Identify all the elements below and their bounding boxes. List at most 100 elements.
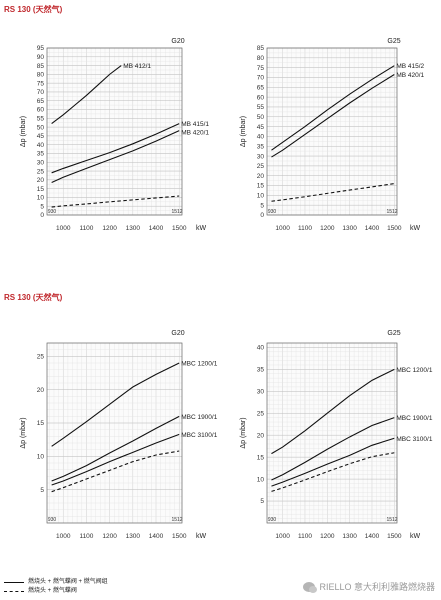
y-tick-label: 50 xyxy=(37,124,45,131)
series-label: MBC 1200/1 xyxy=(396,367,433,374)
series-line xyxy=(271,368,395,455)
series-label: MBC 3100/1 xyxy=(181,432,218,439)
x-tick-label: 1000 xyxy=(56,533,71,540)
plot-frame xyxy=(266,342,398,524)
x-tick-label: 1300 xyxy=(126,225,141,232)
x-tick-label: 1500 xyxy=(387,533,402,540)
y-tick-label: 10 xyxy=(37,454,45,461)
plot-frame xyxy=(266,47,398,216)
y-axis-label: Δp (mbar) xyxy=(240,116,247,147)
series-line xyxy=(271,65,395,151)
chart-g25-mb: 0 5 10 15 20 25 30 35 40 45 50 55 60 65 70 75 80 85 1000 11… xyxy=(240,38,425,232)
plot-frame xyxy=(46,342,183,524)
x-axis-label: kW xyxy=(196,533,207,540)
y-tick-label: 5 xyxy=(40,203,44,210)
max-power-label: 1512 xyxy=(171,209,182,215)
x-tick-label: 1300 xyxy=(126,533,141,540)
y-tick-label: 45 xyxy=(257,124,265,131)
legend-label-dashed: 燃烧头 + 燃气蝶阀 xyxy=(28,588,77,594)
chart-g25-mbc: 5 10 15 20 25 30 35 40 1000 1100 1200 1300 1400 1500 9… xyxy=(240,330,433,540)
y-tick-label: 60 xyxy=(257,94,265,101)
x-tick-label: 1100 xyxy=(79,225,93,232)
min-power-label: 930 xyxy=(268,209,277,215)
y-tick-label: 55 xyxy=(257,104,265,111)
grid xyxy=(267,342,397,524)
series-label: MB 420/1 xyxy=(396,72,424,79)
watermark-text: RIELLO 意大利利雅路燃烧器 xyxy=(319,582,435,592)
chart-g20-mbc: 5 10 15 20 25 1000 1100 1200 1300 1400 1500 930 1512… xyxy=(20,330,218,540)
y-tick-label: 60 xyxy=(37,107,45,114)
chart-g20-mb: 0510152025303540455055606570758085909510… xyxy=(20,38,209,232)
x-tick-label: 1400 xyxy=(149,533,164,540)
series-line xyxy=(51,415,180,482)
y-tick-label: 75 xyxy=(37,80,45,87)
min-power-label: 930 xyxy=(48,517,57,523)
y-tick-label: 20 xyxy=(37,177,45,184)
series-line xyxy=(271,437,395,487)
y-tick-label: 0 xyxy=(260,212,264,219)
legend-item-dashed: 燃烧头 + 燃气蝶阀 xyxy=(4,587,108,596)
series-label: MBC 1200/1 xyxy=(181,361,218,368)
y-tick-label: 85 xyxy=(257,45,265,52)
y-axis-label: Δp (mbar) xyxy=(20,417,27,448)
y-tick-label: 30 xyxy=(37,159,45,166)
grid xyxy=(47,342,182,524)
y-tick-label: 10 xyxy=(257,476,265,483)
series-line xyxy=(51,130,180,183)
x-tick-label: 1500 xyxy=(387,225,402,232)
x-tick-label: 1100 xyxy=(298,225,312,232)
y-tick-label: 70 xyxy=(37,89,45,96)
y-tick-label: 15 xyxy=(257,183,265,190)
series-label: MBC 3100/1 xyxy=(396,436,433,443)
x-tick-label: 1200 xyxy=(320,533,335,540)
y-tick-label: 30 xyxy=(257,388,265,395)
y-tick-label: 40 xyxy=(257,345,265,352)
x-tick-label: 1500 xyxy=(172,533,187,540)
x-tick-label: 1000 xyxy=(275,225,290,232)
series-line xyxy=(51,362,180,447)
y-tick-label: 15 xyxy=(37,186,45,193)
x-tick-label: 1400 xyxy=(365,225,380,232)
x-tick-label: 1400 xyxy=(149,225,164,232)
section-title: RS 130 (天然气) xyxy=(4,5,63,14)
series-line xyxy=(51,65,122,125)
y-tick-label: 25 xyxy=(257,163,265,170)
y-tick-label: 90 xyxy=(37,54,45,61)
x-tick-label: 1500 xyxy=(172,225,187,232)
y-tick-label: 95 xyxy=(37,45,45,52)
y-tick-label: 70 xyxy=(257,75,265,82)
x-tick-label: 1100 xyxy=(298,533,312,540)
y-tick-label: 5 xyxy=(260,202,264,209)
watermark: RIELLO 意大利利雅路燃烧器 xyxy=(303,580,435,593)
x-tick-label: 1200 xyxy=(320,225,335,232)
y-tick-label: 85 xyxy=(37,63,45,70)
y-tick-label: 35 xyxy=(257,143,265,150)
plot-background xyxy=(267,343,397,523)
y-tick-label: 25 xyxy=(257,410,265,417)
y-axis-label: Δp (mbar) xyxy=(20,116,27,147)
series-label: MB 415/2 xyxy=(396,63,424,70)
x-tick-label: 1000 xyxy=(56,225,71,232)
y-tick-label: 5 xyxy=(40,487,44,494)
legend-label-solid: 燃烧头 + 燃气蝶阀 + 燃气阀组 xyxy=(28,579,108,585)
x-axis-label: kW xyxy=(410,533,421,540)
y-tick-label: 15 xyxy=(257,454,265,461)
max-power-label: 1512 xyxy=(171,517,182,523)
y-tick-label: 35 xyxy=(257,367,265,374)
series-label: MB 420/1 xyxy=(181,130,209,137)
x-tick-label: 1300 xyxy=(342,225,357,232)
solid-line-swatch xyxy=(4,582,24,583)
y-tick-label: 10 xyxy=(257,193,265,200)
y-tick-label: 15 xyxy=(37,420,45,427)
series-line xyxy=(271,74,395,158)
x-axis-label: kW xyxy=(410,225,421,232)
y-tick-label: 20 xyxy=(37,387,45,394)
y-tick-label: 30 xyxy=(257,153,265,160)
max-power-label: 1512 xyxy=(386,209,397,215)
y-tick-label: 20 xyxy=(257,173,265,180)
gas-type-label: G20 xyxy=(171,38,184,45)
y-axis-label: Δp (mbar) xyxy=(240,417,247,448)
y-tick-label: 0 xyxy=(40,212,44,219)
y-tick-label: 40 xyxy=(257,134,265,141)
y-tick-label: 75 xyxy=(257,65,265,72)
